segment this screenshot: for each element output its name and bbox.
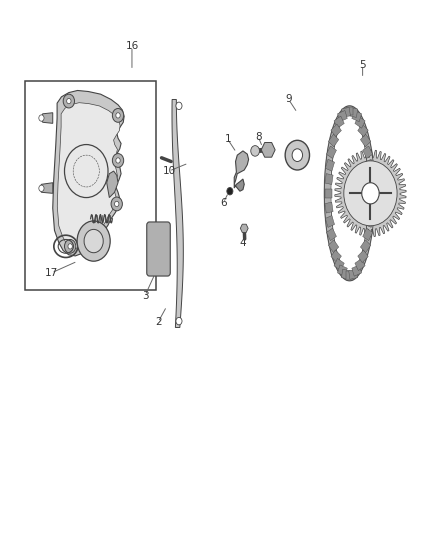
Polygon shape bbox=[335, 150, 406, 237]
Polygon shape bbox=[325, 174, 333, 184]
Circle shape bbox=[68, 244, 72, 249]
Polygon shape bbox=[325, 202, 333, 213]
Polygon shape bbox=[331, 250, 341, 263]
Circle shape bbox=[292, 149, 303, 161]
Polygon shape bbox=[360, 134, 371, 147]
Bar bbox=[25, 81, 156, 290]
Polygon shape bbox=[363, 146, 373, 158]
Circle shape bbox=[116, 158, 120, 163]
Polygon shape bbox=[326, 228, 336, 241]
Circle shape bbox=[113, 154, 124, 167]
Polygon shape bbox=[57, 103, 120, 248]
Text: 2: 2 bbox=[155, 317, 161, 327]
Polygon shape bbox=[328, 134, 339, 147]
Text: 9: 9 bbox=[285, 94, 292, 104]
Polygon shape bbox=[325, 159, 335, 171]
Text: 8: 8 bbox=[255, 132, 261, 142]
Polygon shape bbox=[172, 100, 184, 327]
Circle shape bbox=[362, 183, 379, 204]
Text: 1: 1 bbox=[224, 134, 231, 144]
Polygon shape bbox=[325, 189, 332, 198]
Circle shape bbox=[64, 239, 76, 253]
Text: 3: 3 bbox=[142, 290, 148, 301]
Circle shape bbox=[116, 113, 120, 118]
FancyBboxPatch shape bbox=[147, 222, 170, 276]
Polygon shape bbox=[334, 259, 344, 271]
Circle shape bbox=[63, 94, 74, 108]
Polygon shape bbox=[360, 240, 371, 253]
Text: 4: 4 bbox=[240, 238, 246, 248]
Polygon shape bbox=[346, 107, 353, 115]
Circle shape bbox=[176, 102, 182, 110]
Polygon shape bbox=[367, 189, 374, 198]
Polygon shape bbox=[346, 271, 353, 280]
Polygon shape bbox=[41, 113, 53, 123]
Polygon shape bbox=[364, 215, 374, 228]
Polygon shape bbox=[358, 250, 368, 263]
Polygon shape bbox=[366, 174, 374, 184]
Polygon shape bbox=[234, 179, 244, 191]
Circle shape bbox=[113, 109, 124, 122]
Polygon shape bbox=[342, 107, 350, 117]
Circle shape bbox=[251, 146, 259, 156]
Text: 6: 6 bbox=[220, 198, 226, 208]
Polygon shape bbox=[342, 269, 350, 279]
Polygon shape bbox=[325, 215, 335, 228]
Polygon shape bbox=[349, 107, 358, 117]
Text: 7: 7 bbox=[390, 188, 396, 198]
Circle shape bbox=[84, 229, 103, 253]
Polygon shape bbox=[326, 146, 336, 158]
Polygon shape bbox=[355, 116, 365, 128]
Text: 16: 16 bbox=[125, 42, 138, 52]
Polygon shape bbox=[53, 91, 124, 256]
Polygon shape bbox=[331, 124, 341, 136]
Polygon shape bbox=[328, 240, 339, 253]
Polygon shape bbox=[366, 202, 374, 213]
Circle shape bbox=[227, 188, 233, 195]
Circle shape bbox=[344, 161, 397, 226]
Polygon shape bbox=[349, 269, 358, 279]
Polygon shape bbox=[363, 228, 373, 241]
Polygon shape bbox=[240, 224, 248, 232]
Circle shape bbox=[285, 140, 310, 170]
Polygon shape bbox=[40, 183, 53, 193]
Polygon shape bbox=[107, 171, 118, 198]
Circle shape bbox=[176, 317, 182, 325]
Text: 17: 17 bbox=[45, 268, 58, 278]
Polygon shape bbox=[261, 142, 275, 157]
Polygon shape bbox=[355, 259, 365, 271]
Circle shape bbox=[115, 201, 119, 207]
Polygon shape bbox=[364, 159, 374, 171]
Circle shape bbox=[67, 99, 71, 104]
Polygon shape bbox=[352, 265, 362, 276]
Polygon shape bbox=[324, 106, 375, 281]
Polygon shape bbox=[352, 110, 362, 122]
Circle shape bbox=[111, 197, 122, 211]
Polygon shape bbox=[358, 124, 368, 136]
Polygon shape bbox=[234, 151, 249, 184]
Text: 10: 10 bbox=[162, 166, 176, 176]
Text: 5: 5 bbox=[359, 60, 366, 70]
Circle shape bbox=[39, 185, 44, 191]
Circle shape bbox=[77, 221, 110, 261]
Polygon shape bbox=[334, 116, 344, 128]
Polygon shape bbox=[338, 265, 347, 276]
Circle shape bbox=[39, 115, 44, 121]
Polygon shape bbox=[331, 114, 368, 273]
Polygon shape bbox=[338, 110, 347, 122]
